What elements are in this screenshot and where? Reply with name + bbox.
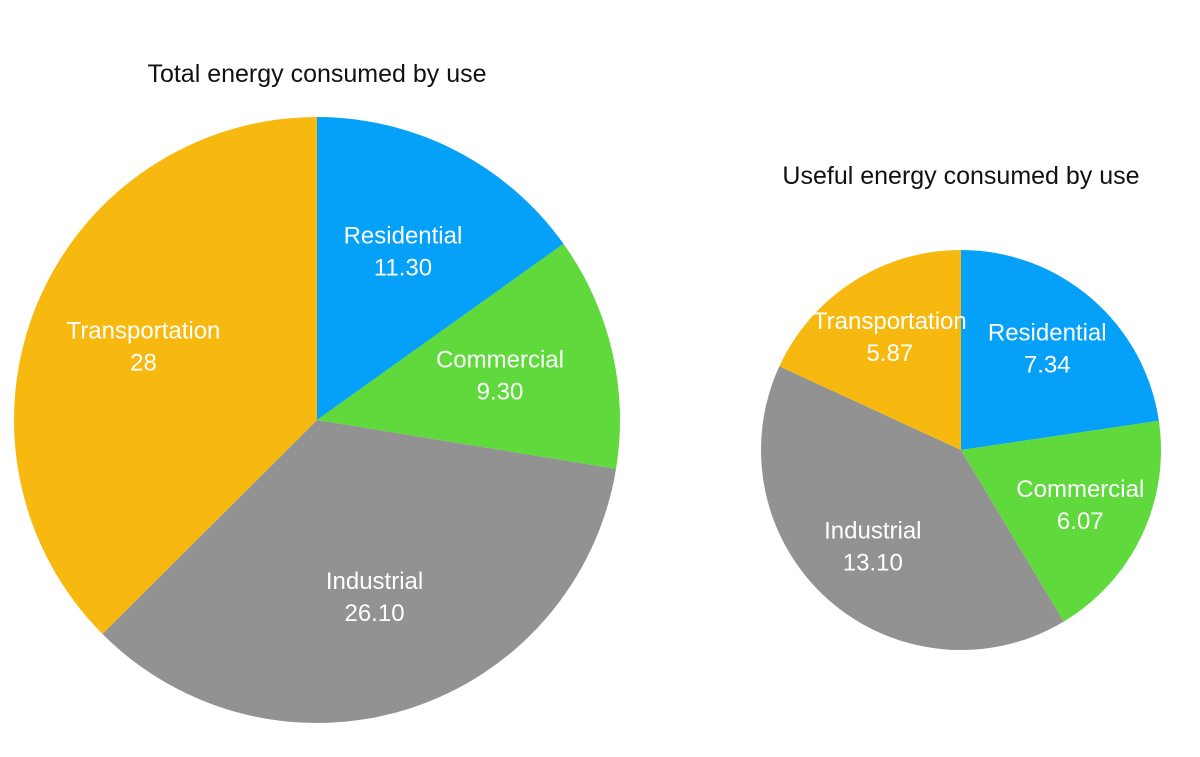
- pie-slice: [317, 117, 564, 420]
- slice-value-label: 5.87: [866, 340, 913, 367]
- slice-value-label: 13.10: [843, 550, 903, 577]
- slice-value-label: 26.10: [344, 600, 404, 627]
- slice-category-label: Industrial: [326, 568, 423, 595]
- pie-slice: [102, 420, 617, 724]
- slice-category-label: Commercial: [436, 347, 564, 374]
- pie-slice: [961, 250, 1159, 450]
- slice-category-label: Residential: [344, 222, 463, 249]
- slice-category-label: Transportation: [67, 317, 221, 344]
- slice-value-label: 28: [130, 349, 157, 376]
- pie-slice: [961, 420, 1162, 622]
- chart-title: Total energy consumed by use: [147, 60, 487, 88]
- pie-slice: [761, 366, 1064, 650]
- slice-category-label: Commercial: [1016, 476, 1144, 503]
- slice-value-label: 9.30: [477, 379, 524, 406]
- chart-title: Useful energy consumed by use: [782, 162, 1140, 190]
- pie-slice: [779, 250, 961, 450]
- pie-slice: [14, 117, 318, 635]
- slice-value-label: 11.30: [374, 254, 432, 281]
- slice-value-label: 7.34: [1024, 351, 1071, 378]
- pie-slice: [317, 243, 620, 469]
- slice-category-label: Industrial: [824, 518, 921, 545]
- slice-category-label: Transportation: [813, 308, 967, 335]
- slice-category-label: Residential: [988, 319, 1107, 346]
- slice-value-label: 6.07: [1057, 508, 1104, 535]
